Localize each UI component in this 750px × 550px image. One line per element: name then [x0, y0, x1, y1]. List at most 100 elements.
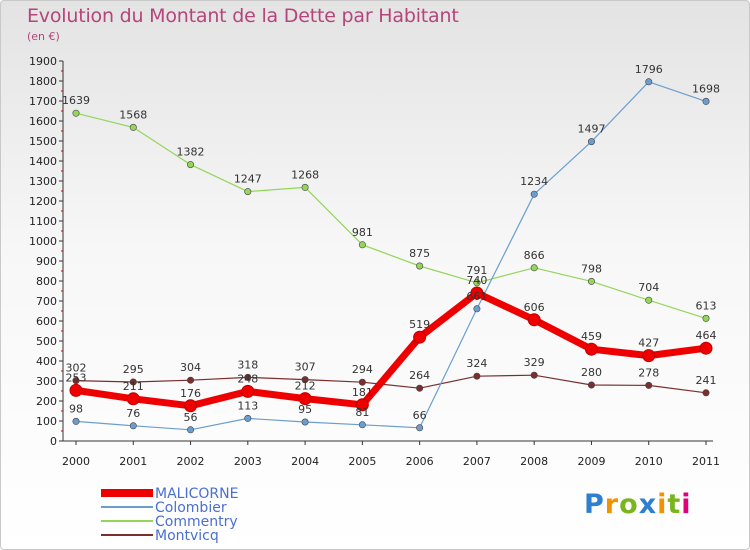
logo-letter: r: [604, 489, 620, 520]
y-tick-label: 1400: [29, 155, 57, 168]
x-tick-label: 2007: [463, 455, 491, 468]
data-point-malicorne: [584, 342, 598, 356]
data-point-commentry: [244, 188, 252, 196]
x-tick-label: 2000: [62, 455, 90, 468]
data-label-malicorne: 212: [295, 380, 316, 393]
data-point-malicorne: [184, 399, 198, 413]
series-line-malicorne: [75, 289, 707, 410]
data-point-commentry: [301, 183, 309, 191]
proxiti-logo: Proxiti: [584, 489, 692, 520]
y-tick-label: 900: [36, 255, 57, 268]
data-point-malicorne: [126, 392, 140, 406]
data-label-malicorne: 211: [123, 380, 144, 393]
x-tick-label: 2001: [119, 455, 147, 468]
y-tick-label: 1500: [29, 135, 57, 148]
x-tick-label: 2008: [520, 455, 548, 468]
y-tick-label: 400: [36, 355, 57, 368]
y-tick-label: 500: [36, 335, 57, 348]
data-point-colombier: [187, 426, 195, 434]
logo-letter: i: [681, 489, 692, 520]
data-label-malicorne: 464: [696, 329, 717, 342]
data-point-malicorne: [355, 398, 369, 412]
data-point-colombier: [129, 422, 137, 430]
legend-label-colombier: Colombier: [155, 500, 227, 516]
legend-label-malicorne: MALICORNE: [155, 486, 238, 502]
data-label-commentry: 798: [581, 262, 602, 275]
y-tick-label: 300: [36, 375, 57, 388]
data-point-montvicq: [187, 376, 195, 384]
data-label-colombier: 95: [298, 403, 312, 416]
y-tick-label: 800: [36, 275, 57, 288]
data-point-montvicq: [702, 389, 710, 397]
data-point-montvicq: [416, 384, 424, 392]
data-label-montvicq: 302: [66, 362, 87, 375]
data-point-colombier: [587, 138, 595, 146]
x-tick-label: 2010: [635, 455, 663, 468]
data-point-montvicq: [645, 381, 653, 389]
x-tick-label: 2004: [291, 455, 319, 468]
data-label-colombier: 1698: [692, 82, 720, 95]
data-label-malicorne: 176: [180, 387, 201, 400]
data-label-commentry: 875: [409, 247, 430, 260]
data-label-colombier: 1234: [520, 175, 548, 188]
data-point-commentry: [702, 314, 710, 322]
data-label-montvicq: 280: [581, 366, 602, 379]
data-point-colombier: [244, 414, 252, 422]
data-point-malicorne: [298, 392, 312, 406]
y-tick-label: 1900: [29, 55, 57, 68]
y-tick-label: 0: [50, 435, 57, 448]
data-point-commentry: [358, 241, 366, 249]
data-point-malicorne: [413, 330, 427, 344]
data-label-montvicq: 294: [352, 363, 373, 376]
y-tick-label: 600: [36, 315, 57, 328]
y-tick-label: 1800: [29, 75, 57, 88]
unit-label: (en €): [27, 30, 60, 43]
data-label-malicorne: 253: [66, 371, 87, 384]
x-tick-label: 2005: [348, 455, 376, 468]
data-label-commentry: 1568: [119, 108, 147, 121]
data-point-montvicq: [358, 378, 366, 386]
y-tick-label: 1200: [29, 195, 57, 208]
data-label-malicorne: 459: [581, 330, 602, 343]
x-tick-label: 2002: [177, 455, 205, 468]
data-label-commentry: 1268: [291, 168, 319, 181]
data-label-montvicq: 278: [638, 366, 659, 379]
y-tick-label: 1600: [29, 115, 57, 128]
data-label-commentry: 1247: [234, 173, 262, 186]
data-point-colombier: [645, 78, 653, 86]
data-point-colombier: [702, 97, 710, 105]
data-point-commentry: [72, 109, 80, 117]
data-label-montvicq: 264: [409, 369, 430, 382]
data-point-montvicq: [301, 376, 309, 384]
data-point-malicorne: [69, 383, 83, 397]
data-point-commentry: [645, 296, 653, 304]
data-label-colombier: 98: [69, 402, 83, 415]
data-label-colombier: 661: [466, 290, 487, 303]
legend-label-montvicq: Montvicq: [155, 528, 219, 544]
data-point-montvicq: [244, 373, 252, 381]
chart-title: Evolution du Montant de la Dette par Hab…: [27, 5, 459, 27]
data-point-montvicq: [473, 372, 481, 380]
x-tick-label: 2006: [406, 455, 434, 468]
y-tick-label: 1000: [29, 235, 57, 248]
x-tick-label: 2009: [577, 455, 605, 468]
data-label-commentry: 1382: [177, 146, 205, 159]
data-label-montvicq: 318: [237, 358, 258, 371]
y-tick-label: 1300: [29, 175, 57, 188]
data-label-montvicq: 329: [524, 356, 545, 369]
data-point-colombier: [473, 305, 481, 313]
data-label-colombier: 56: [184, 411, 198, 424]
data-point-malicorne: [699, 341, 713, 355]
y-tick-label: 100: [36, 415, 57, 428]
data-label-montvicq: 295: [123, 363, 144, 376]
data-label-commentry: 981: [352, 226, 373, 239]
series-line-colombier: [75, 81, 707, 431]
series-line-commentry: [75, 112, 707, 319]
data-label-commentry: 1639: [62, 94, 90, 107]
data-label-montvicq: 241: [696, 374, 717, 387]
logo-letter: o: [619, 489, 639, 520]
data-point-colombier: [301, 418, 309, 426]
legend-label-commentry: Commentry: [155, 514, 238, 530]
